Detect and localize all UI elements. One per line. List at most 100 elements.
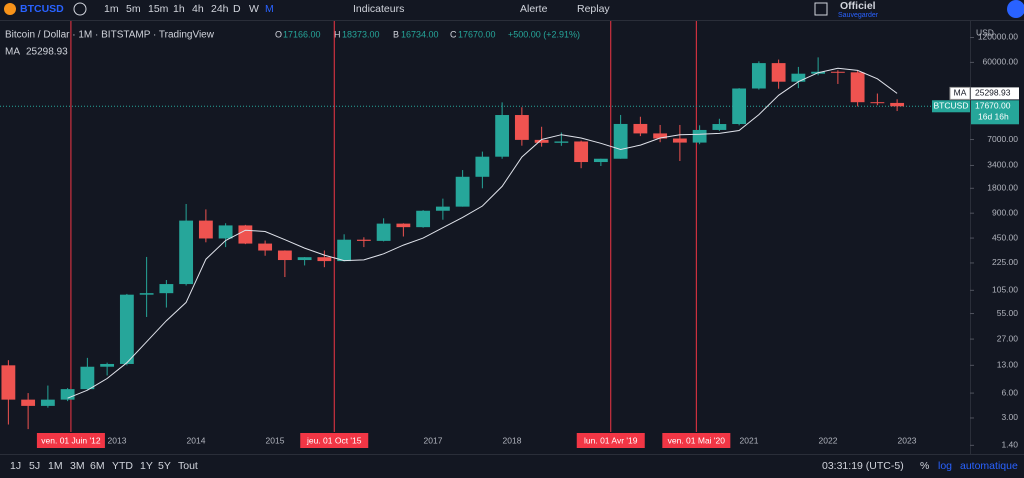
candle-body — [791, 73, 806, 82]
replay-button[interactable]: Replay — [577, 3, 610, 15]
interval-button[interactable]: W — [249, 3, 259, 15]
auto-toggle[interactable]: automatique — [960, 460, 1018, 472]
clock: 03:31:19 (UTC-5) — [822, 460, 904, 472]
interval-button[interactable]: 15m — [148, 3, 169, 15]
range-button[interactable]: YTD — [112, 460, 133, 472]
legend-ohlc: B — [393, 29, 399, 39]
candle-body — [100, 363, 115, 367]
interval-button[interactable]: 1h — [173, 3, 185, 15]
candle-body — [751, 63, 766, 89]
legend-ma-name: MA — [5, 47, 20, 58]
y-tick-label: 7000.00 — [987, 134, 1018, 144]
candle-body — [396, 223, 411, 228]
range-button[interactable]: 6M — [90, 460, 105, 472]
candle-body — [534, 139, 549, 143]
date-label-bg — [300, 433, 369, 448]
candle-body — [60, 389, 75, 400]
range-button[interactable]: 1Y — [140, 460, 153, 472]
interval-button[interactable]: D — [233, 3, 241, 15]
candle-body — [712, 124, 727, 130]
date-label-bg — [662, 433, 731, 448]
interval-button[interactable]: M — [265, 3, 274, 15]
legend-ohlc: C — [450, 29, 457, 39]
candle-body — [672, 138, 687, 143]
candle-body — [890, 102, 905, 107]
interval-button[interactable]: 4h — [192, 3, 204, 15]
range-button[interactable]: 1M — [48, 460, 63, 472]
y-tick-label: 27.00 — [997, 333, 1019, 343]
legend-ohlc: 18373.00 — [342, 29, 380, 39]
candle-body — [277, 250, 292, 261]
interval-button[interactable]: 5m — [126, 3, 141, 15]
candle-body — [850, 72, 865, 103]
save-button[interactable]: Sauvegarder — [838, 12, 879, 19]
layout-icon[interactable] — [814, 2, 828, 16]
legend-ohlc: O — [275, 29, 282, 39]
y-tick-label: 1800.00 — [987, 183, 1018, 193]
ma-line — [67, 67, 898, 399]
candle-body — [376, 223, 391, 241]
candle-body — [514, 115, 529, 140]
candle-body — [416, 210, 431, 228]
candle-body — [139, 293, 154, 295]
percent-toggle[interactable]: % — [920, 460, 929, 472]
log-toggle[interactable]: log — [938, 460, 952, 472]
candle-body — [830, 71, 845, 73]
ma-axis-box — [971, 87, 1019, 100]
layout-name[interactable]: Officiel — [840, 0, 876, 12]
candle-body — [633, 123, 648, 134]
date-label-bg — [36, 433, 105, 448]
candle-body — [771, 63, 786, 82]
x-tick-label: 2015 — [266, 435, 285, 445]
candle-body — [80, 366, 95, 390]
y-tick-label: 55.00 — [997, 308, 1019, 318]
date-label: jeu. 01 Oct '15 — [306, 435, 362, 445]
indicators-button[interactable]: Indicateurs — [353, 3, 404, 15]
y-tick-label: 120000.00 — [978, 32, 1018, 42]
range-button[interactable]: 5Y — [158, 460, 171, 472]
range-button[interactable]: 3M — [70, 460, 85, 472]
interval-button[interactable]: 24h — [211, 3, 229, 15]
candle-body — [40, 399, 55, 406]
legend-ohlc: 17670.00 — [458, 29, 496, 39]
add-symbol[interactable] — [73, 2, 87, 16]
legend-ma-value: 25298.93 — [26, 47, 68, 58]
y-tick-label: 450.00 — [992, 232, 1018, 242]
candle-body — [495, 115, 510, 157]
price-axis-value: 17670.00 — [975, 101, 1011, 111]
x-tick-label: 2014 — [187, 435, 206, 445]
candle-body — [218, 225, 233, 239]
currency[interactable]: USD — [976, 27, 994, 37]
legend-ohlc: +500.00 (+2.91%) — [508, 29, 580, 39]
profile[interactable] — [1007, 0, 1024, 18]
date-label: ven. 01 Juin '12 — [41, 435, 101, 445]
candle-body — [356, 239, 371, 241]
symbol-axis-tag — [932, 100, 970, 113]
candle-body — [317, 257, 332, 262]
candle-body — [732, 88, 747, 125]
candle-body — [593, 158, 608, 163]
candle-body — [653, 133, 668, 139]
legend-ohlc: 17166.00 — [283, 29, 321, 39]
range-button[interactable]: 1J — [10, 460, 21, 472]
x-tick-label: 2017 — [424, 435, 443, 445]
candle-body — [554, 141, 569, 143]
legend-title: Bitcoin / Dollar · 1M · BITSTAMP · Tradi… — [5, 30, 215, 41]
candle-body — [1, 365, 16, 400]
candle-body — [297, 257, 312, 261]
date-label: lun. 01 Avr '19 — [584, 435, 638, 445]
y-tick-label: 60000.00 — [983, 57, 1019, 67]
interval-button[interactable]: 1m — [104, 3, 119, 15]
candle-body — [258, 243, 273, 251]
symbol[interactable]: BTCUSD — [20, 3, 64, 15]
price-axis-box — [971, 100, 1019, 125]
alert-button[interactable]: Alerte — [520, 3, 548, 15]
range-button[interactable]: Tout — [178, 460, 198, 472]
legend-ohlc: 16734.00 — [401, 29, 439, 39]
range-button[interactable]: 5J — [29, 460, 40, 472]
symbol-axis-name: BTCUSD — [934, 101, 969, 111]
y-tick-label: 225.00 — [992, 257, 1018, 267]
x-tick-label: 2023 — [898, 435, 917, 445]
